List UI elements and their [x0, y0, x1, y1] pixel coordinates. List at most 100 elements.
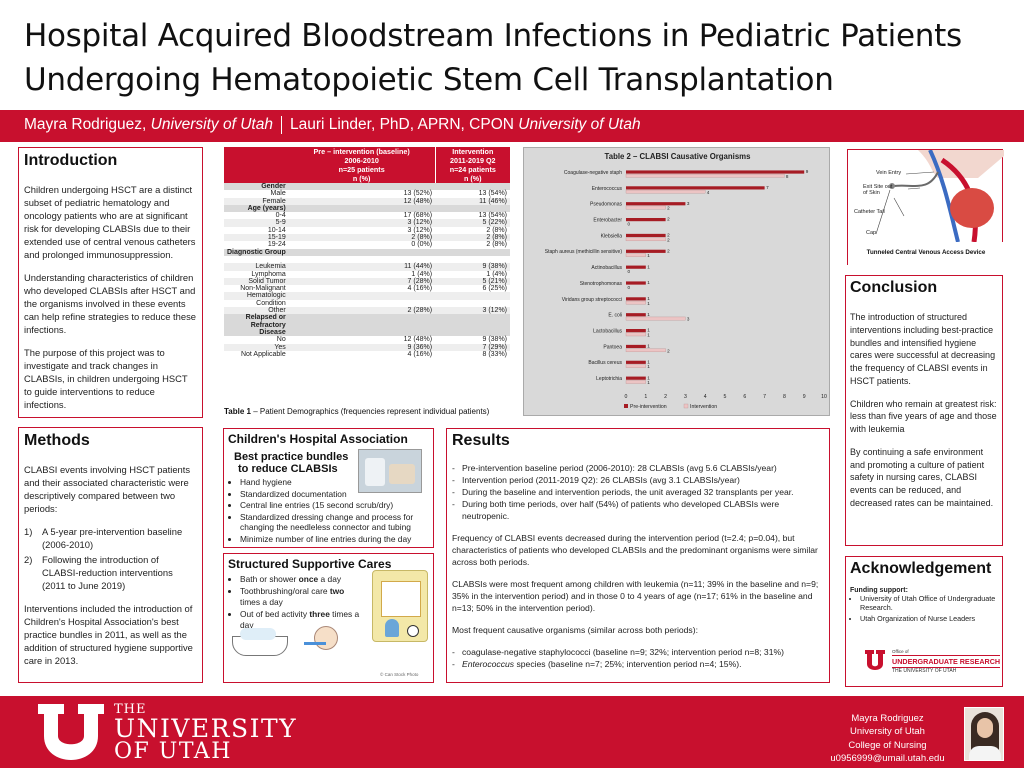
bar-pre-intervention: [626, 281, 646, 285]
organisms-chart-svg: Table 2 – CLABSI Causative Organisms Coag…: [545, 152, 827, 410]
methods-paragraph: Interventions included the introduction …: [24, 602, 193, 666]
table-cell-baseline: 0 (0%): [411, 241, 433, 249]
bar-data-label: 0: [628, 269, 631, 274]
author-1-affiliation: University of Utah: [150, 116, 273, 134]
footer-bar: THE UNIVERSITY OF UTAH: [0, 696, 1024, 768]
image-credit: © Can Stock Photo: [380, 672, 419, 677]
table-1-caption-label: Table 1: [224, 407, 251, 416]
bar-data-label: 1: [647, 301, 650, 306]
poster-title-line-2: Undergoing Hematopoietic Stem Cell Trans…: [24, 62, 834, 98]
bar-data-label: 2: [667, 206, 670, 211]
author-2-name: Lauri Linder, PhD, APRN, CPON: [289, 116, 519, 134]
bar-pre-intervention: [626, 233, 666, 238]
bar-intervention: [625, 348, 666, 353]
chart-tick-label: 7: [763, 394, 766, 400]
structured-cares-panel: Structured Supportive Cares Bath or show…: [223, 553, 434, 683]
table-group-label: Relapsed or: [224, 314, 289, 322]
cha-list: Hand hygiene Standardized documentation …: [228, 477, 429, 544]
table-cell-intervention: 8 (33%): [482, 350, 507, 358]
introduction-paragraph: Children undergoing HSCT are a distinct …: [24, 184, 196, 260]
author-photo: [964, 707, 1004, 761]
results-heading: Results: [452, 432, 510, 449]
table-cell-baseline: 17 (68%): [403, 212, 433, 220]
bar-data-label: 2: [667, 348, 670, 353]
results-bullet: - During the baseline and intervention pe…: [452, 487, 794, 498]
bar-intervention: [625, 189, 706, 194]
results-organism-item: - Enterococcus species (baseline n=7; 25%…: [452, 659, 742, 670]
table-cell-intervention: 11 (46%): [435, 197, 510, 205]
legend-label: Pre-intervention: [630, 404, 667, 410]
table-row: Lymphoma 1 (4%) 1 (4%): [224, 271, 510, 278]
contact-block: Mayra Rodriguez University of Utah Colle…: [820, 712, 955, 766]
cha-panel: Children's Hospital Association Best pra…: [223, 428, 434, 548]
bar-pre-intervention: [626, 218, 666, 222]
bubbles-icon: [240, 628, 276, 640]
introduction-heading: Introduction: [24, 152, 118, 169]
bar-data-label: 1: [647, 333, 650, 338]
bar-pre-intervention: [626, 249, 666, 253]
contact-email[interactable]: u0956999@umail.utah.edu: [830, 753, 945, 765]
structured-cares-heading: Structured Supportive Cares: [228, 557, 392, 571]
supplies-icon: [365, 458, 385, 486]
results-paragraph: Frequency of CLABSI events decreased dur…: [452, 533, 818, 568]
contact-college: College of Nursing: [848, 739, 927, 751]
table-cell-intervention: 9 (38%): [482, 336, 507, 344]
introduction-paragraph: The purpose of this project was to inves…: [24, 346, 188, 410]
table-1-caption: Table 1 – Patient Demographics (frequenc…: [224, 407, 489, 416]
table-group-row: Age (years): [224, 204, 510, 213]
table-row-label: Hematologic: [224, 292, 289, 300]
funding-label: Funding support:: [850, 587, 908, 594]
chart-category-label: Actinobacillus: [591, 265, 622, 271]
bar-pre-intervention: [626, 170, 805, 174]
chart-tick-label: 6: [743, 394, 746, 400]
table-row-label: 10-14: [267, 226, 286, 234]
device-diagram: Vein Entry Exit Site out of Skin Cathete…: [847, 149, 1004, 266]
methods-item-text: Following the introduction of CLABSI-red…: [42, 553, 173, 591]
table-cell-intervention: 7 (29%): [435, 343, 510, 351]
author-face-shape: [977, 718, 993, 738]
bar-data-label: 1: [647, 380, 650, 385]
table-header-cell: Pre – intervention (baseline) 2006-2010 n=…: [288, 147, 436, 183]
acknowledgement-heading: Acknowledgement: [850, 560, 992, 577]
table-cell-baseline: [288, 292, 436, 300]
footer-wordmark-of-utah: OF UTAH: [114, 739, 232, 764]
child-icon: [385, 619, 399, 637]
author-1-name: Mayra Rodriguez,: [24, 116, 151, 134]
chart-category-label: Coagulase-negative staph: [564, 170, 622, 176]
results-bullet: - Intervention period (2011-2019 Q2): 26 …: [452, 475, 740, 486]
chart-category-label: Bacillus cereus: [588, 360, 622, 366]
bar-data-label: 1: [647, 344, 650, 349]
table-cell-baseline: 7 (28%): [288, 277, 436, 286]
bar-data-label: 1: [647, 312, 650, 317]
chart-tick-label: 10: [821, 394, 827, 400]
table-row: Non-Malignant 4 (16%) 6 (25%): [224, 285, 510, 292]
calendar-illustration: [372, 570, 428, 642]
vein-shape: [928, 149, 960, 243]
table-cell-intervention: 9 (38%): [435, 263, 510, 271]
structured-cares-item: Toothbrushing/oral care two times a day: [240, 586, 360, 608]
bar-data-label: 1: [647, 328, 650, 333]
child-face-icon: [314, 626, 338, 650]
results-bullet: - Pre-intervention baseline period (2006-…: [452, 463, 777, 473]
bar-data-label: 7: [766, 185, 769, 190]
conclusion-paragraph: Children who remain at greatest risk: le…: [850, 398, 997, 435]
table-cell-baseline: 9 (36%): [288, 343, 436, 351]
methods-heading: Methods: [24, 432, 90, 449]
cha-list-item: Central line entries (15 second scrub/dr…: [240, 500, 429, 511]
bar-pre-intervention: [626, 329, 646, 333]
table-group-row: Diagnostic Group: [224, 248, 510, 256]
table-group-label: Gender: [224, 183, 289, 191]
table-row-label: Male: [270, 190, 286, 198]
table-cell-baseline: 4 (16%): [407, 350, 433, 358]
bar-intervention: [625, 300, 646, 305]
table-cell-baseline: 12 (48%): [403, 336, 433, 344]
table-cell-baseline: 11 (44%): [288, 263, 436, 271]
cha-list-item: Standardized dressing change and process…: [240, 512, 429, 533]
chart-tick-label: 9: [803, 394, 806, 400]
methods-item-text: A 5-year pre-intervention baseline (2006…: [42, 525, 183, 550]
table-group-row: Refractory: [224, 321, 510, 329]
chart-tick-label: 1: [644, 394, 647, 400]
ugr-u-logo-icon: [862, 648, 888, 674]
table-cell-intervention: 3 (12%): [435, 307, 510, 315]
bar-pre-intervention: [626, 313, 646, 317]
